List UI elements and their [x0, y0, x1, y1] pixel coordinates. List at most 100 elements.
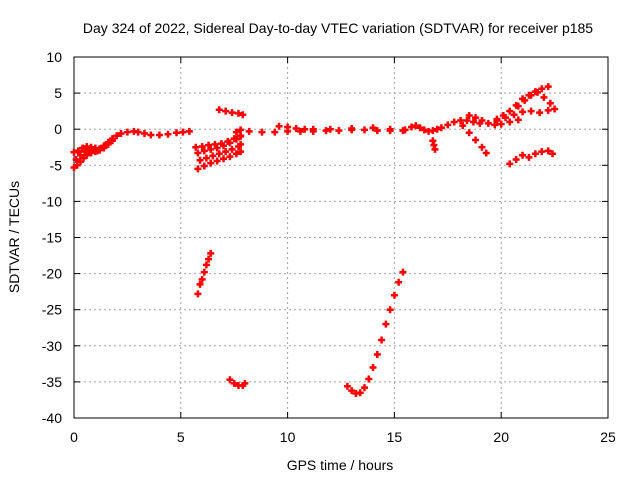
- data-point: [70, 148, 78, 156]
- seg-sixteen: [407, 122, 441, 135]
- data-point: [463, 117, 471, 125]
- data-point: [76, 151, 84, 159]
- seg-six-c: [196, 140, 245, 164]
- data-point: [544, 106, 552, 114]
- data-point: [356, 389, 364, 397]
- y-tick-label: -30: [42, 338, 62, 354]
- data-point: [202, 261, 210, 269]
- data-point: [113, 132, 121, 140]
- data-point: [198, 275, 206, 283]
- data-point: [519, 151, 527, 159]
- data-point: [117, 130, 125, 138]
- y-tick-label: -25: [42, 302, 62, 318]
- seg-twenty-mid: [514, 88, 554, 110]
- data-point: [215, 106, 223, 114]
- data-point: [527, 107, 535, 115]
- data-point: [322, 127, 330, 135]
- data-point: [444, 121, 452, 129]
- data-point: [360, 384, 368, 392]
- y-tick-label: 5: [54, 85, 62, 101]
- x-axis-label: GPS time / hours: [287, 457, 394, 473]
- data-point: [245, 127, 253, 135]
- data-point: [514, 116, 522, 124]
- data-point: [205, 141, 213, 149]
- data-point: [538, 148, 546, 156]
- data-point: [104, 140, 112, 148]
- x-tick-label: 10: [280, 429, 296, 445]
- x-tick-label: 25: [600, 429, 616, 445]
- data-point: [228, 145, 236, 153]
- seg-thirteen: [343, 268, 407, 397]
- seg-sixteen-drop: [429, 137, 439, 153]
- data-point: [72, 156, 80, 164]
- data-point: [335, 127, 343, 135]
- data-point: [326, 125, 334, 133]
- data-point: [531, 150, 539, 158]
- data-point: [519, 108, 527, 116]
- data-point: [237, 148, 245, 156]
- data-point: [491, 121, 499, 129]
- data-point: [493, 117, 501, 125]
- seg-day-main: [245, 126, 407, 136]
- data-point: [348, 124, 356, 132]
- data-points: [70, 83, 559, 397]
- data-point: [237, 140, 245, 148]
- data-point: [83, 151, 91, 159]
- data-point: [348, 387, 356, 395]
- chart-labels: Day 324 of 2022, Sidereal Day-to-day VTE…: [6, 20, 593, 473]
- seg-eighteen-top: [465, 111, 522, 129]
- y-tick-label: 0: [54, 121, 62, 137]
- data-point: [407, 123, 415, 131]
- data-point: [234, 109, 242, 117]
- data-point: [222, 107, 230, 115]
- data-point: [551, 105, 559, 113]
- data-point: [296, 127, 304, 135]
- data-point: [465, 129, 473, 137]
- seg-six-b: [194, 132, 245, 157]
- data-point: [457, 117, 465, 125]
- data-point: [472, 136, 480, 144]
- data-point: [76, 158, 84, 166]
- data-point: [237, 126, 245, 134]
- data-point: [207, 159, 215, 167]
- data-point: [292, 124, 300, 132]
- data-point: [420, 126, 428, 134]
- data-point: [373, 350, 381, 358]
- data-point: [373, 127, 381, 135]
- data-point: [232, 128, 240, 136]
- data-point: [192, 143, 200, 151]
- data-point: [194, 290, 202, 298]
- data-point: [527, 91, 535, 99]
- y-tick-label: 10: [46, 49, 62, 65]
- data-point: [173, 129, 181, 137]
- data-point: [200, 147, 208, 155]
- data-point: [226, 139, 234, 147]
- data-point: [100, 144, 108, 152]
- data-point: [465, 111, 473, 119]
- data-point: [258, 128, 266, 136]
- data-point: [196, 156, 204, 164]
- data-point: [179, 128, 187, 136]
- seg-seven-low: [226, 376, 249, 390]
- data-point: [369, 124, 377, 132]
- data-point: [390, 291, 398, 299]
- seg-day-upper: [275, 122, 409, 134]
- data-point: [198, 143, 206, 151]
- data-point: [506, 160, 514, 168]
- data-point: [275, 122, 283, 130]
- data-point: [230, 379, 238, 387]
- x-tick-label: 0: [70, 429, 78, 445]
- data-point: [544, 83, 552, 91]
- data-point: [412, 122, 420, 130]
- data-point: [147, 131, 155, 139]
- data-point: [472, 114, 480, 122]
- data-point: [416, 124, 424, 132]
- data-point: [433, 125, 441, 133]
- x-tick-label: 5: [177, 429, 185, 445]
- data-point: [209, 152, 217, 160]
- data-point: [232, 150, 240, 158]
- data-point: [450, 118, 458, 126]
- y-tick-label: -15: [42, 230, 62, 246]
- data-point: [378, 336, 386, 344]
- data-point: [482, 149, 490, 157]
